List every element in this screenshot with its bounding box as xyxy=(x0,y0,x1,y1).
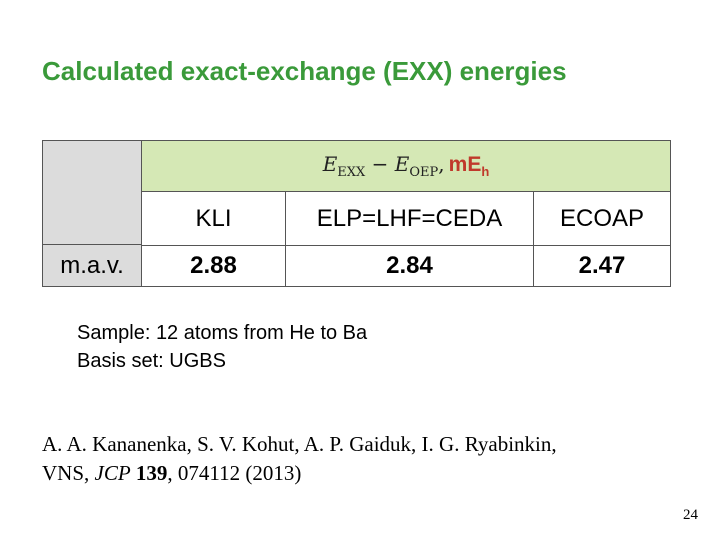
header-cell: EEXX − EOEP, mEh xyxy=(141,140,671,192)
page-number: 24 xyxy=(683,507,698,523)
column-header: ECOAP xyxy=(533,191,671,246)
column-header: ELP=LHF=CEDA xyxy=(285,191,534,246)
reference-line: VNS, JCP 139, 074112 (2013) xyxy=(42,461,301,486)
operator: − xyxy=(371,152,389,176)
unit-text: mE xyxy=(448,152,482,176)
unit-subscript: h xyxy=(481,164,490,180)
note-label: Sample: xyxy=(77,322,151,344)
reference-rest: , 074112 (2013) xyxy=(167,461,302,485)
value-cell: 2.47 xyxy=(533,245,671,287)
note-text: UGBS xyxy=(169,350,226,372)
volume: 139 xyxy=(135,461,168,485)
value-cell: 2.88 xyxy=(141,245,286,287)
note-label: Basis set: xyxy=(77,350,164,372)
note: Basis set: UGBS xyxy=(77,350,226,373)
subscript: EXX xyxy=(337,165,366,180)
row-label: m.a.v. xyxy=(42,244,142,287)
subscript: OEP xyxy=(409,165,439,180)
note-text: 12 atoms from He to Ba xyxy=(155,322,368,344)
separator: , xyxy=(438,152,445,176)
reference-authors: VNS, xyxy=(42,461,90,485)
unit: mEh xyxy=(449,153,490,179)
title: Calculated exact-exchange (EXX) energies xyxy=(42,56,567,86)
reference-line: A. A. Kananenka, S. V. Kohut, A. P. Gaid… xyxy=(42,432,557,456)
note: Sample: 12 atoms from He to Ba xyxy=(77,322,367,345)
formula: EEXX − EOEP, xyxy=(323,152,445,180)
journal: JCP xyxy=(94,461,131,485)
column-header: KLI xyxy=(141,191,286,246)
symbol: E xyxy=(394,152,410,176)
corner-cell xyxy=(42,140,142,245)
symbol: E xyxy=(322,152,338,176)
table: EEXX − EOEP, mEh KLI ELP=LHF=CEDA ECOAP … xyxy=(42,140,671,287)
value-cell: 2.84 xyxy=(285,245,534,287)
